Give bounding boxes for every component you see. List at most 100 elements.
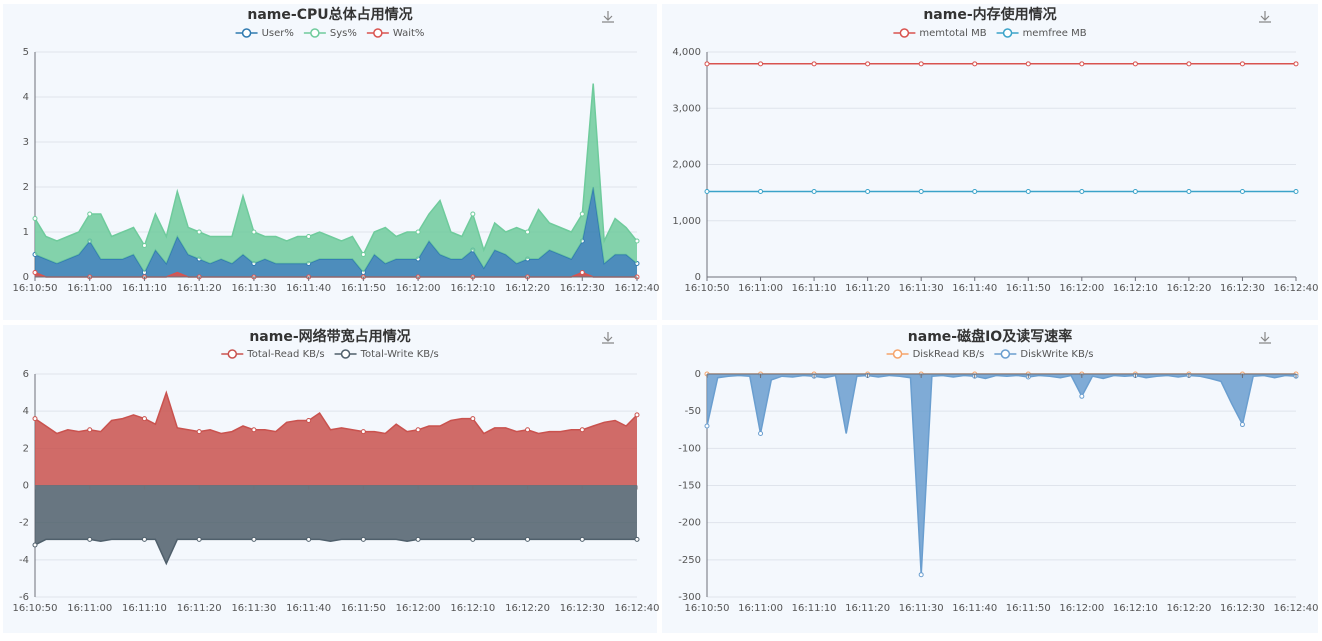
legend-icon: [899, 28, 910, 38]
point: [470, 416, 476, 422]
x-tick-label: 16:11:40: [952, 283, 997, 294]
download-icon[interactable]: [602, 332, 614, 344]
point: [1025, 189, 1031, 194]
y-tick-label: -100: [678, 443, 701, 454]
x-tick-label: 16:12:30: [560, 283, 605, 294]
point: [1239, 61, 1245, 67]
y-tick-label: 3: [23, 137, 29, 148]
x-tick-label: 16:11:30: [231, 283, 276, 294]
point: [141, 243, 147, 248]
y-tick-label: 0: [695, 369, 701, 380]
point: [306, 234, 312, 239]
point: [758, 61, 764, 67]
legend: DiskRead KB/s DiskWrite KB/s: [886, 349, 1093, 360]
y-tick-label: 0: [695, 272, 701, 283]
x-tick-label: 16:12:40: [1274, 283, 1319, 294]
legend-icon: [1000, 349, 1011, 359]
x-tick-label: 16:11:50: [1006, 283, 1051, 294]
y-tick-label: -250: [678, 555, 701, 566]
chart-title: name-内存使用情况: [923, 6, 1056, 23]
point: [196, 536, 202, 542]
point: [634, 238, 640, 244]
point: [1186, 61, 1192, 67]
legend-icon: [340, 349, 351, 359]
legend-label: memfree MB: [1023, 28, 1087, 39]
x-tick-label: 16:12:40: [1274, 603, 1319, 614]
point: [251, 427, 257, 433]
x-tick-label: 16:11:20: [177, 603, 222, 614]
point: [141, 416, 147, 422]
legend-label: DiskRead KB/s: [913, 349, 985, 360]
point: [579, 427, 585, 433]
point: [972, 189, 978, 194]
point: [634, 536, 640, 542]
x-tick-label: 16:12:20: [1166, 283, 1211, 294]
y-tick-label: -2: [19, 518, 29, 529]
point: [415, 427, 421, 433]
point: [1079, 61, 1085, 67]
download-icon[interactable]: [602, 11, 614, 23]
x-tick-label: 16:12:00: [396, 283, 441, 294]
point: [1025, 61, 1031, 67]
point: [865, 61, 871, 67]
y-tick-label: -6: [19, 592, 29, 603]
legend-icon: [227, 349, 238, 359]
x-tick-label: 16:12:40: [615, 603, 660, 614]
point: [196, 229, 202, 235]
point: [87, 427, 93, 433]
legend-label: Total-Read KB/s: [246, 349, 324, 360]
x-tick-label: 16:11:10: [122, 283, 167, 294]
point: [634, 412, 640, 418]
point: [865, 189, 871, 194]
y-tick-label: 4: [23, 406, 29, 417]
point: [87, 211, 93, 217]
point: [32, 542, 38, 548]
legend-icon: [373, 28, 383, 38]
y-tick-label: -300: [678, 592, 701, 603]
x-tick-label: 16:12:30: [1220, 283, 1265, 294]
point: [196, 429, 202, 435]
y-tick-label: -50: [685, 406, 701, 417]
legend-label: DiskWrite KB/s: [1020, 349, 1093, 360]
y-tick-label: 0: [23, 272, 29, 283]
point: [1079, 393, 1085, 399]
download-icon[interactable]: [1259, 332, 1271, 344]
x-tick-label: 16:10:50: [685, 283, 730, 294]
point: [1239, 422, 1245, 428]
point: [704, 423, 710, 429]
x-tick-label: 16:11:30: [899, 283, 944, 294]
point: [579, 211, 585, 217]
download-icon[interactable]: [1259, 11, 1271, 23]
point: [1079, 189, 1085, 194]
x-tick-label: 16:12:00: [1059, 283, 1104, 294]
x-tick-label: 16:11:40: [286, 603, 331, 614]
point: [360, 429, 366, 435]
y-tick-label: 6: [23, 369, 29, 380]
point: [87, 536, 93, 542]
series-line: [706, 374, 1297, 575]
x-tick-label: 16:11:10: [792, 603, 837, 614]
x-tick-label: 16:12:30: [560, 603, 605, 614]
point: [972, 61, 978, 67]
y-tick-label: -150: [678, 481, 701, 492]
x-tick-label: 16:11:00: [738, 603, 783, 614]
chart-title: name-磁盘IO及读写速率: [908, 328, 1072, 345]
x-tick-label: 16:11:50: [341, 283, 386, 294]
point: [415, 229, 421, 235]
legend-label: memtotal MB: [919, 28, 986, 39]
point: [758, 189, 764, 194]
point: [1239, 189, 1245, 194]
point: [918, 189, 924, 194]
area: [707, 374, 1296, 575]
point: [1293, 189, 1299, 194]
y-tick-label: 3,000: [672, 103, 701, 114]
x-tick-label: 16:11:00: [738, 283, 783, 294]
point: [141, 536, 147, 542]
x-tick-label: 16:11:20: [177, 283, 222, 294]
panel: [662, 4, 1318, 320]
series-line: [34, 83, 638, 257]
point: [32, 270, 38, 275]
legend-icon: [310, 28, 320, 38]
point: [1186, 189, 1192, 194]
point: [811, 61, 817, 67]
